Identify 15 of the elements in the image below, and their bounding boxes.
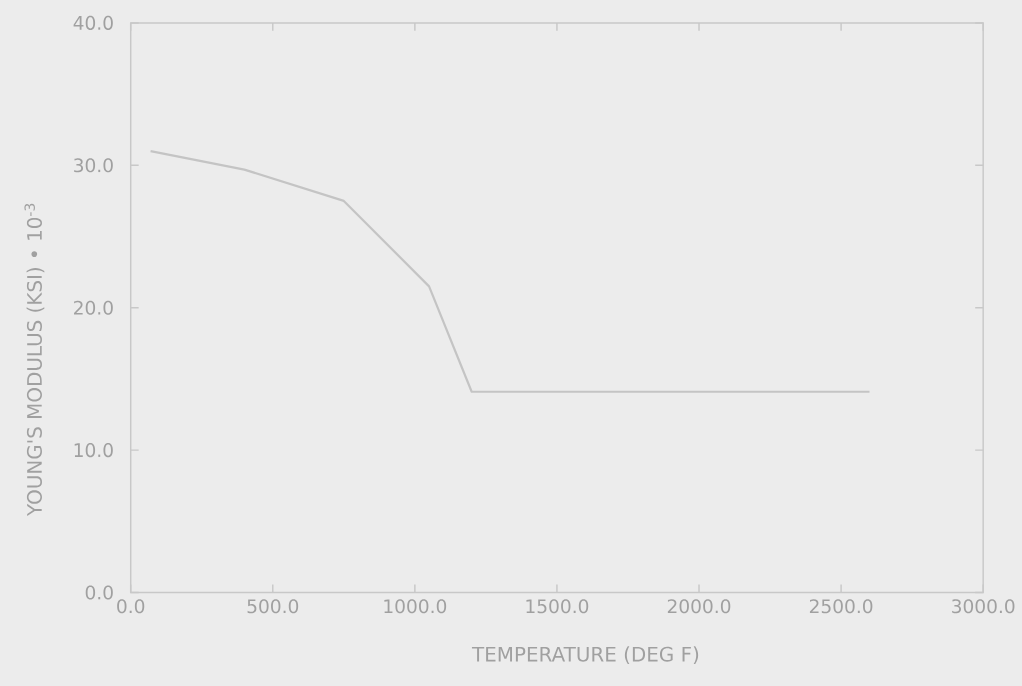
x-tick-label: 1500.0 bbox=[526, 599, 589, 614]
x-axis-title: TEMPERATURE (DEG F) bbox=[471, 646, 699, 664]
line-series bbox=[149, 149, 871, 393]
y-tick-label: 20.0 bbox=[74, 300, 113, 315]
x-tick-label: 1000.0 bbox=[384, 599, 447, 614]
x-tick-label: 0.0 bbox=[117, 599, 145, 614]
y-tick-label: 0.0 bbox=[85, 585, 113, 600]
y-tick-label: 40.0 bbox=[73, 15, 113, 30]
x-tick-label: 500.0 bbox=[247, 599, 299, 614]
y-axis-title: YOUNG'S MODULUS (KSI) • 10$^{-3}$ bbox=[24, 203, 45, 516]
y-tick-label: 30.0 bbox=[74, 158, 113, 173]
x-tick-label: 3000.0 bbox=[952, 599, 1015, 614]
y-tick-label: 10.0 bbox=[74, 443, 113, 458]
x-tick-label: 2500.0 bbox=[809, 599, 873, 614]
x-tick-label: 2000.0 bbox=[667, 599, 731, 614]
